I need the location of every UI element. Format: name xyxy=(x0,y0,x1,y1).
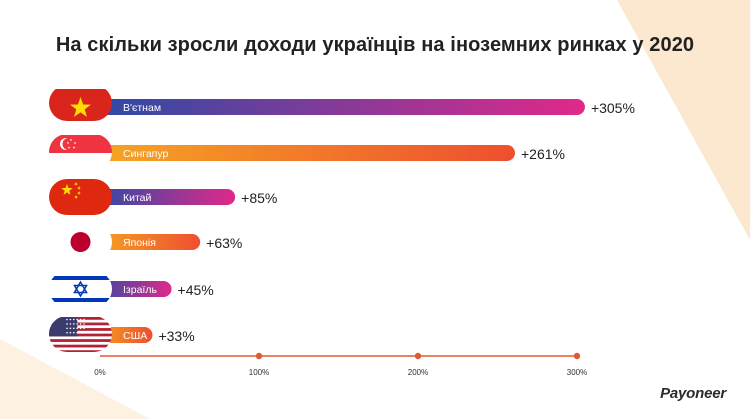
value-label: +305% xyxy=(591,100,635,116)
value-label: +261% xyxy=(521,146,565,162)
bar xyxy=(92,281,172,297)
x-tick-label: 200% xyxy=(408,368,428,377)
category-label: Сингапур xyxy=(123,148,169,160)
category-label: В'єтнам xyxy=(123,102,161,114)
bar xyxy=(92,145,515,161)
x-tick-label: 300% xyxy=(567,368,587,377)
israel-flag-icon xyxy=(49,271,112,307)
japan-flag-icon xyxy=(49,224,112,260)
value-label: +85% xyxy=(241,190,277,206)
category-label: Японія xyxy=(123,237,156,249)
bar xyxy=(92,189,236,205)
x-tick-label: 0% xyxy=(94,368,106,377)
singapore-flag-icon xyxy=(49,135,112,170)
vietnam-flag-icon xyxy=(49,89,112,121)
value-label: +33% xyxy=(158,328,194,344)
bar xyxy=(92,234,201,250)
category-label: США xyxy=(123,330,147,342)
x-axis-tick xyxy=(414,352,422,360)
x-axis-tick xyxy=(573,352,581,360)
payoneer-logo: Payoneer xyxy=(660,385,726,402)
value-label: +45% xyxy=(178,282,214,298)
category-label: Ізраїль xyxy=(123,284,157,296)
category-label: Китай xyxy=(123,192,152,204)
value-label: +63% xyxy=(206,235,242,251)
chart-title: На скільки зросли доходи українців на ін… xyxy=(55,34,695,56)
china-flag-icon xyxy=(49,179,112,215)
x-tick-label: 100% xyxy=(249,368,269,377)
x-axis-tick xyxy=(255,352,263,360)
usa-flag-icon xyxy=(49,317,112,352)
bar xyxy=(92,99,585,115)
